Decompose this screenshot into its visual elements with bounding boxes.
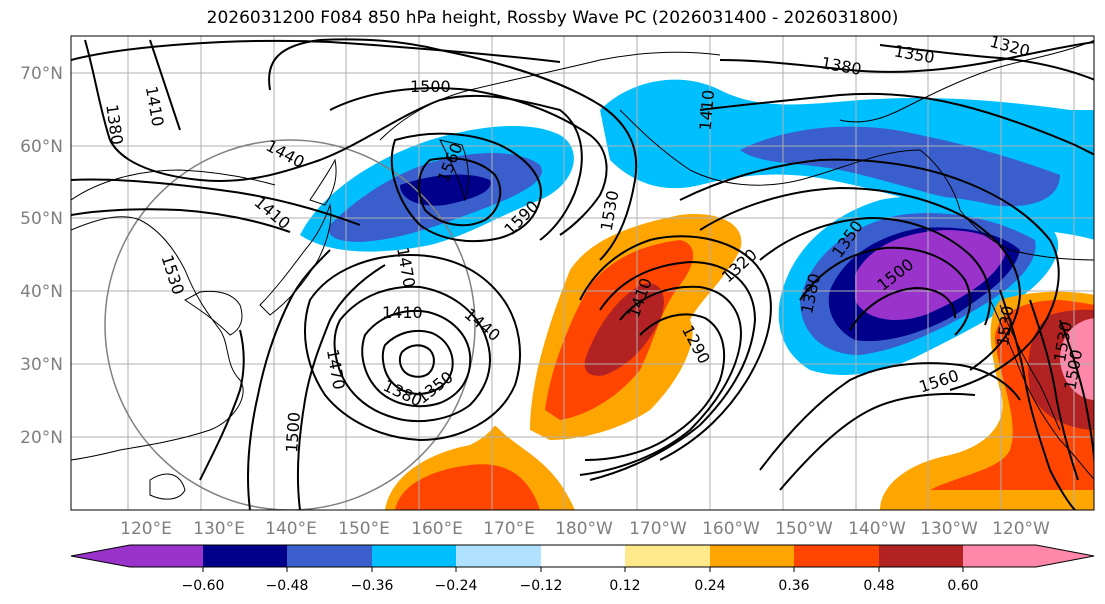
colorbar-tick-label: 0.24 <box>694 578 725 594</box>
map-title: 2026031200 F084 850 hPa height, Rossby W… <box>206 8 899 28</box>
lon-label: 140°E <box>265 519 317 539</box>
lon-label: 170°E <box>483 519 535 539</box>
positive-anomaly-south-2 <box>395 464 540 510</box>
lon-label: 160°E <box>411 519 463 539</box>
distance-circle <box>104 139 476 510</box>
lon-label: 130°W <box>920 519 978 539</box>
latitude-labels: 70°N 60°N 50°N 40°N 30°N 20°N <box>20 64 63 448</box>
colorbar-swatch <box>963 545 1036 567</box>
colorbar-tick-label: −0.24 <box>435 578 478 594</box>
colorbar-outline <box>70 544 1095 568</box>
lon-label: 180°W <box>555 519 613 539</box>
lat-label: 20°N <box>20 428 63 448</box>
colorbar-swatch <box>794 545 879 567</box>
colorbar-swatch <box>287 545 372 567</box>
colorbar-swatch <box>541 545 625 567</box>
colorbar: −0.60 −0.48 −0.36 −0.24 −0.12 0.12 0.24 … <box>70 544 1095 594</box>
contour-label: 1500 <box>410 77 451 96</box>
colorbar-tick-label: 0.12 <box>609 578 640 594</box>
colorbar-swatch <box>130 545 203 567</box>
colorbar-swatch <box>625 545 710 567</box>
lon-label: 130°E <box>193 519 245 539</box>
contour-label: 1410 <box>382 303 423 322</box>
lon-label: 160°W <box>702 519 760 539</box>
lon-label: 140°W <box>848 519 906 539</box>
lon-label: 120°E <box>120 519 172 539</box>
colorbar-swatch <box>372 545 456 567</box>
colorbar-tick-label: 0.36 <box>778 578 809 594</box>
lon-label: 120°W <box>992 519 1050 539</box>
contour-label: 1410 <box>696 89 718 131</box>
lat-label: 30°N <box>20 355 63 375</box>
positive-anomaly-southeast-peak <box>1060 318 1094 400</box>
colorbar-tick-label: −0.60 <box>182 578 225 594</box>
colorbar-swatch <box>879 545 963 567</box>
colorbar-tick-label: −0.12 <box>520 578 563 594</box>
lat-label: 70°N <box>20 64 63 84</box>
height-contours <box>71 38 1094 510</box>
lon-label: 150°E <box>338 519 390 539</box>
lat-label: 40°N <box>20 282 63 302</box>
graticule <box>71 36 1094 510</box>
colorbar-tick-label: 0.60 <box>947 578 978 594</box>
colorbar-swatch <box>710 545 794 567</box>
colorbar-swatch <box>203 545 287 567</box>
colorbar-tick-label: 0.48 <box>863 578 894 594</box>
lon-label: 170°W <box>629 519 687 539</box>
colorbar-tick-label: −0.36 <box>351 578 394 594</box>
contour-label: 1500 <box>282 411 304 453</box>
colorbar-extend-high <box>1036 545 1094 567</box>
map-frame <box>70 35 1095 511</box>
colorbar-extend-low <box>71 545 130 567</box>
longitude-labels: 120°E 130°E 140°E 150°E 160°E 170°E 180°… <box>120 519 1050 539</box>
colorbar-tick-label: −0.48 <box>266 578 309 594</box>
lat-label: 50°N <box>20 209 63 229</box>
lon-label: 150°W <box>775 519 833 539</box>
map-panel: 1500 1410 1380 1440 1410 1530 1560 1470 … <box>70 35 1095 511</box>
colorbar-swatch <box>456 545 541 567</box>
coastlines <box>71 39 1094 500</box>
colorbar-ticks <box>202 567 964 572</box>
lat-label: 60°N <box>20 137 63 157</box>
positive-anomaly-central-pacific-max <box>584 283 664 376</box>
